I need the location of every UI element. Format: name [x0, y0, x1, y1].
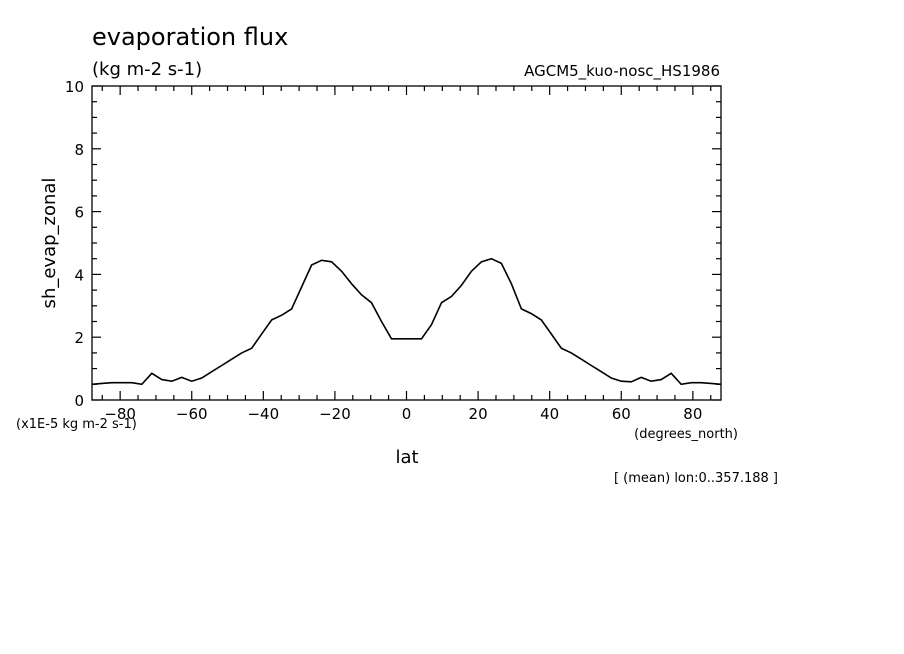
x-tick-label: −60: [176, 405, 208, 423]
y-tick-label: 10: [65, 78, 84, 96]
x-tick-label: −40: [247, 405, 279, 423]
chart-units: (kg m-2 s-1): [92, 59, 202, 80]
x-tick-label: 40: [540, 405, 559, 423]
plot-frame: [91, 85, 722, 401]
x-tick-label: 80: [683, 405, 702, 423]
x-tick-label: 60: [612, 405, 631, 423]
y-tick-label: 4: [74, 266, 84, 284]
scale-note: (x1E-5 kg m-2 s-1): [16, 417, 137, 432]
y-tick-label: 8: [74, 141, 84, 159]
footer-note: [ (mean) lon:0..357.188 ]: [614, 471, 778, 486]
y-axis-label: sh_evap_zonal: [39, 178, 60, 309]
y-tick-label: 6: [74, 204, 84, 222]
axis-tick-labels: 0 2 4 6 8 10 −80 −60 −40 −20 0 20 40 60 80: [65, 78, 702, 423]
y-tick-label: 0: [74, 392, 84, 410]
x-axis-label: lat: [395, 447, 418, 468]
x-tick-label: 20: [469, 405, 488, 423]
chart-title: evaporation flux: [92, 23, 288, 51]
experiment-label: AGCM5_kuo-nosc_HS1986: [524, 62, 720, 81]
series-line: [91, 257, 722, 386]
x-tick-label: 0: [402, 405, 412, 423]
y-tick-label: 2: [74, 329, 84, 347]
x-units-label: (degrees_north): [634, 427, 738, 442]
x-tick-label: −20: [319, 405, 351, 423]
x-tick-label: −80: [104, 405, 136, 423]
axis-ticks: [92, 85, 721, 401]
